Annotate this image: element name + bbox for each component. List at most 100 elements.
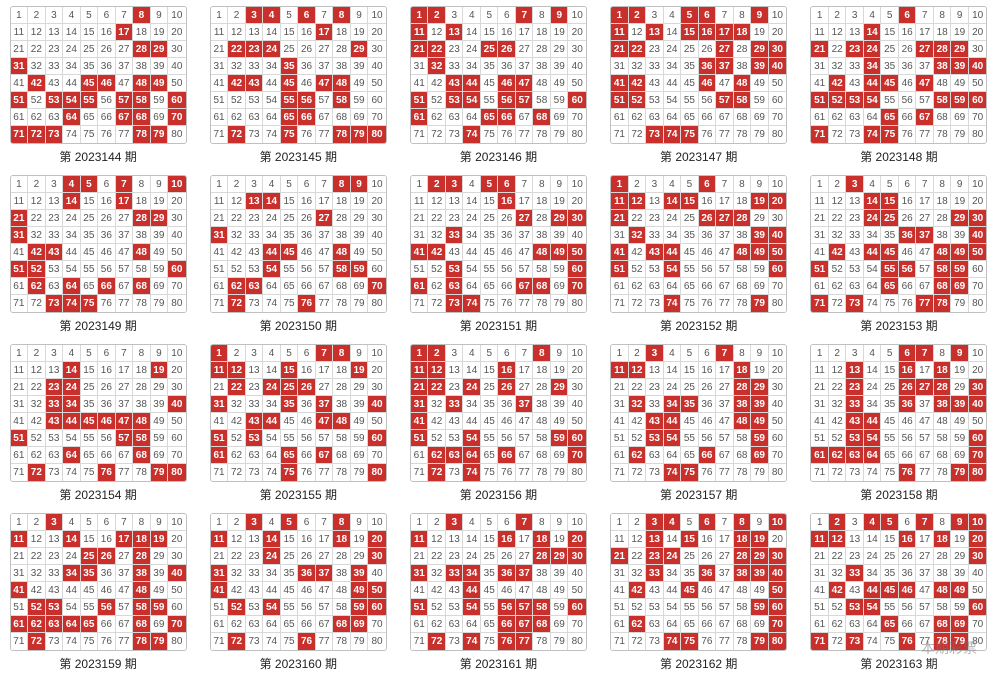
number-cell: 73 (846, 126, 864, 143)
number-cell: 11 (211, 531, 229, 548)
number-cell: 49 (951, 413, 969, 430)
number-cell: 67 (316, 616, 334, 633)
number-cell: 57 (516, 261, 534, 278)
number-cell: 25 (281, 379, 299, 396)
number-cell: 76 (498, 633, 516, 650)
number-cell: 13 (846, 362, 864, 379)
number-cell: 54 (463, 599, 481, 616)
number-cell: 20 (769, 531, 787, 548)
number-cell: 30 (168, 41, 186, 58)
number-cell: 77 (516, 295, 534, 312)
number-cell: 19 (951, 193, 969, 210)
number-cell: 49 (951, 75, 969, 92)
number-cell: 21 (811, 41, 829, 58)
number-cell: 31 (211, 396, 229, 413)
number-cell: 17 (716, 362, 734, 379)
number-cell: 21 (611, 210, 629, 227)
number-grid: 1234567891011121314151617181920212223242… (10, 344, 187, 482)
number-cell: 80 (368, 464, 386, 481)
number-cell: 7 (916, 176, 934, 193)
number-cell: 66 (899, 447, 917, 464)
number-cell: 49 (551, 582, 569, 599)
number-cell: 15 (681, 362, 699, 379)
number-cell: 5 (881, 176, 899, 193)
number-cell: 44 (63, 244, 81, 261)
number-cell: 8 (734, 176, 752, 193)
number-cell: 51 (211, 599, 229, 616)
number-cell: 48 (133, 244, 151, 261)
number-cell: 14 (864, 24, 882, 41)
number-cell: 39 (351, 58, 369, 75)
number-cell: 32 (428, 396, 446, 413)
number-cell: 49 (751, 413, 769, 430)
number-cell: 70 (168, 278, 186, 295)
number-cell: 19 (351, 362, 369, 379)
number-cell: 70 (969, 109, 987, 126)
number-cell: 17 (316, 531, 334, 548)
number-cell: 70 (969, 447, 987, 464)
number-cell: 42 (428, 244, 446, 261)
number-cell: 52 (228, 599, 246, 616)
number-cell: 54 (864, 92, 882, 109)
number-cell: 35 (481, 227, 499, 244)
number-cell: 3 (46, 176, 64, 193)
number-cell: 29 (151, 210, 169, 227)
number-cell: 35 (81, 58, 99, 75)
number-cell: 55 (481, 92, 499, 109)
number-cell: 7 (116, 345, 134, 362)
number-cell: 30 (368, 379, 386, 396)
number-cell: 13 (646, 24, 664, 41)
number-cell: 61 (611, 109, 629, 126)
number-cell: 60 (168, 92, 186, 109)
number-cell: 74 (864, 464, 882, 481)
number-cell: 40 (969, 396, 987, 413)
number-cell: 30 (969, 210, 987, 227)
panel-caption: 第 2023151 期 (460, 317, 537, 334)
number-cell: 35 (881, 227, 899, 244)
number-cell: 1 (411, 176, 429, 193)
number-cell: 22 (629, 379, 647, 396)
number-cell: 59 (351, 92, 369, 109)
number-cell: 16 (98, 24, 116, 41)
number-cell: 41 (411, 75, 429, 92)
number-cell: 65 (481, 278, 499, 295)
number-cell: 9 (951, 7, 969, 24)
number-cell: 5 (481, 345, 499, 362)
number-cell: 72 (228, 633, 246, 650)
number-cell: 22 (28, 548, 46, 565)
number-cell: 22 (629, 548, 647, 565)
number-cell: 27 (116, 548, 134, 565)
number-cell: 24 (864, 379, 882, 396)
number-cell: 16 (98, 193, 116, 210)
number-cell: 56 (899, 92, 917, 109)
number-cell: 65 (81, 447, 99, 464)
number-cell: 71 (611, 126, 629, 143)
number-cell: 65 (681, 447, 699, 464)
number-cell: 75 (481, 464, 499, 481)
number-cell: 58 (533, 261, 551, 278)
number-grid: 1234567891011121314151617181920212223242… (210, 513, 387, 651)
number-cell: 56 (98, 92, 116, 109)
number-cell: 46 (498, 244, 516, 261)
number-cell: 76 (98, 295, 116, 312)
lottery-panel: 1234567891011121314151617181920212223242… (6, 175, 190, 334)
number-cell: 16 (899, 24, 917, 41)
number-cell: 66 (699, 278, 717, 295)
number-cell: 18 (133, 362, 151, 379)
number-cell: 12 (28, 193, 46, 210)
number-cell: 68 (333, 278, 351, 295)
number-cell: 65 (881, 109, 899, 126)
number-cell: 38 (934, 396, 952, 413)
number-cell: 37 (716, 227, 734, 244)
number-cell: 22 (428, 379, 446, 396)
number-cell: 44 (664, 75, 682, 92)
number-cell: 13 (846, 24, 864, 41)
number-cell: 55 (881, 261, 899, 278)
lottery-panel: 1234567891011121314151617181920212223242… (406, 344, 590, 503)
number-cell: 45 (481, 582, 499, 599)
number-cell: 55 (281, 261, 299, 278)
number-cell: 67 (116, 616, 134, 633)
number-cell: 29 (151, 379, 169, 396)
number-cell: 44 (463, 244, 481, 261)
number-cell: 22 (829, 379, 847, 396)
